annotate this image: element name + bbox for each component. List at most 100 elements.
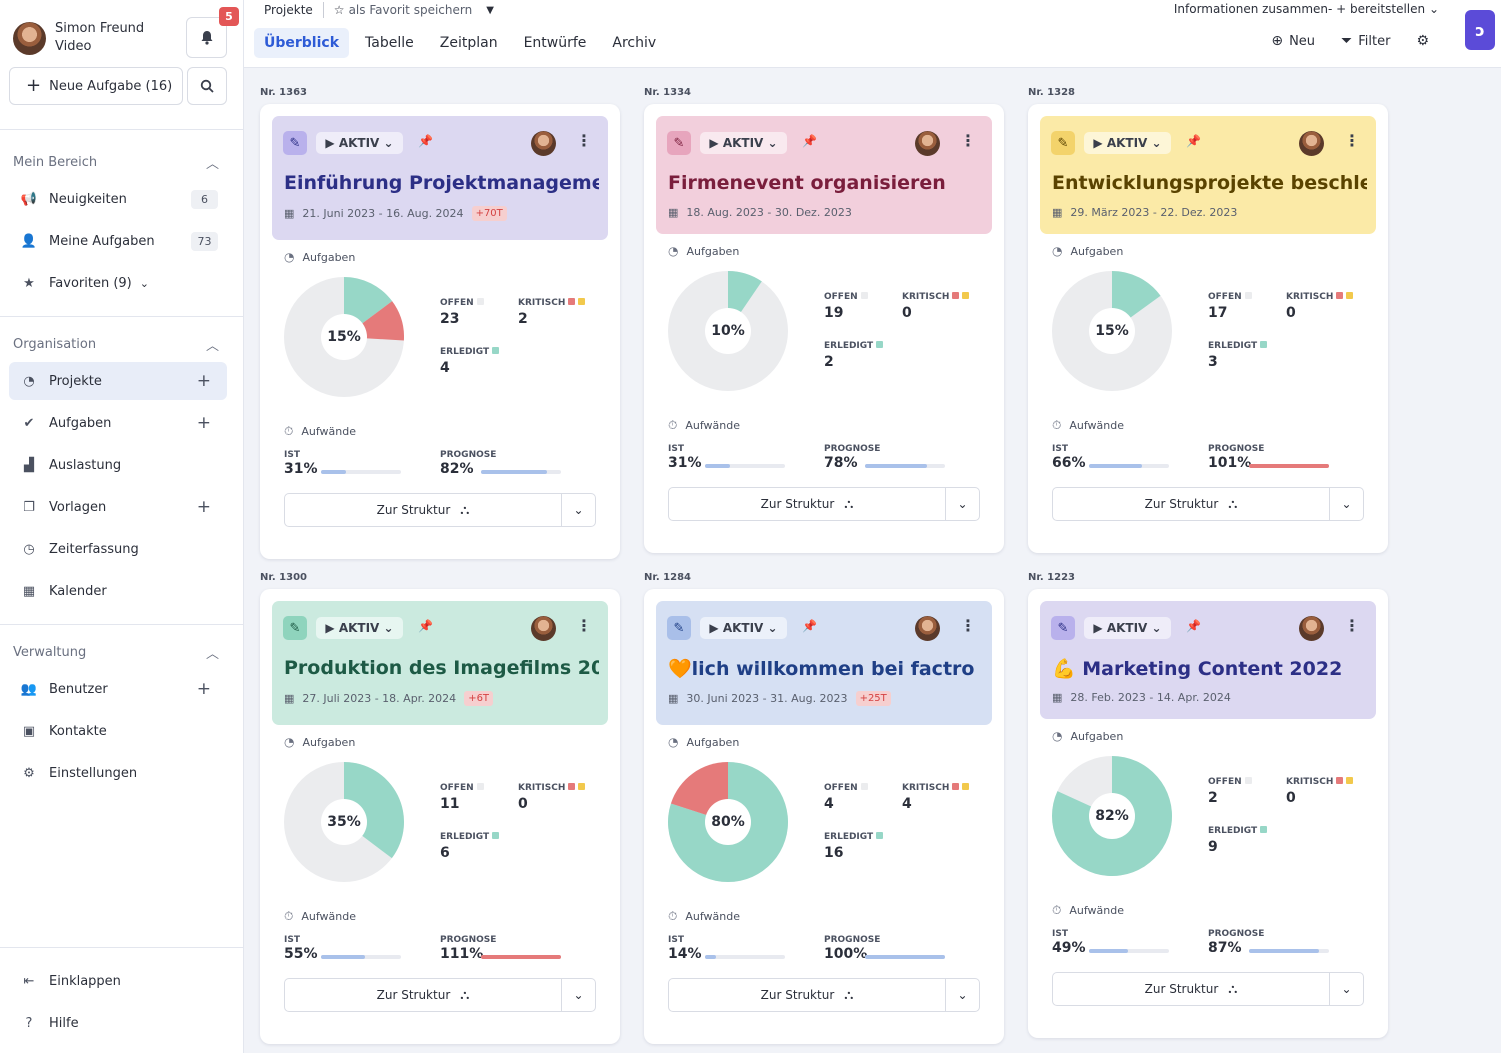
edit-button[interactable]: ✎ — [1051, 616, 1075, 640]
structure-button[interactable]: Zur Struktur ⛬ — [1053, 973, 1330, 1005]
project-title[interactable]: Entwicklungsprojekte beschle... — [1052, 172, 1367, 194]
calendar-icon: ▦ — [668, 692, 679, 705]
structure-dropdown-button[interactable]: ⌄ — [946, 979, 979, 1011]
effort-section-label: ⏱ Aufwände — [1052, 903, 1125, 917]
user-profile[interactable]: Simon Freund Video — [13, 20, 144, 56]
project-title[interactable]: 🧡lich willkommen bei factro — [668, 658, 975, 680]
tab-tabelle[interactable]: Tabelle — [365, 35, 414, 51]
status-dropdown[interactable]: ▶ AKTIV ⌄ — [316, 132, 403, 154]
new-task-button[interactable]: + Neue Aufgabe (16) — [9, 67, 183, 105]
sidebar-item-einstellungen[interactable]: ⚙ Einstellungen — [9, 754, 227, 792]
chevron-down-icon[interactable]: ▼ — [486, 4, 494, 16]
structure-dropdown-button[interactable]: ⌄ — [946, 488, 979, 520]
sidebar-item-zeiterfassung[interactable]: ◷ Zeiterfassung — [9, 530, 227, 568]
filter-button[interactable]: ⏷ Filter — [1341, 33, 1391, 49]
project-card[interactable]: ✎ ▶ AKTIV ⌄ 📌 ⋮ 🧡lich willkommen bei fac… — [644, 589, 1004, 1044]
project-card[interactable]: ✎ ▶ AKTIV ⌄ 📌 ⋮ Entwicklungsprojekte bes… — [1028, 104, 1388, 553]
pin-icon[interactable]: 📌 — [1186, 619, 1201, 633]
tab-zeitplan[interactable]: Zeitplan — [439, 35, 498, 51]
sidebar-item-kalender[interactable]: ▦ Kalender — [22, 583, 107, 599]
structure-button[interactable]: Zur Struktur ⛬ — [1053, 488, 1330, 520]
pin-icon[interactable]: 📌 — [1186, 134, 1201, 148]
sidebar-item-aufgaben[interactable]: ✔ Aufgaben + — [9, 404, 227, 442]
avatar[interactable] — [531, 616, 556, 641]
structure-button[interactable]: Zur Struktur ⛬ — [669, 488, 946, 520]
edit-button[interactable]: ✎ — [667, 616, 691, 640]
more-menu-button[interactable]: ⋮ — [1344, 616, 1360, 635]
settings-button[interactable]: ⚙ — [1416, 33, 1435, 49]
pin-icon[interactable]: 📌 — [802, 134, 817, 148]
status-dropdown[interactable]: ▶ AKTIV ⌄ — [1084, 617, 1171, 639]
status-dropdown[interactable]: ▶ AKTIV ⌄ — [1084, 132, 1171, 154]
project-card[interactable]: ✎ ▶ AKTIV ⌄ 📌 ⋮ Einführung Projektmanage… — [260, 104, 620, 559]
tab-ueberblick[interactable]: Überblick — [254, 28, 350, 58]
avatar[interactable] — [1299, 131, 1324, 156]
star-outline-icon[interactable]: ☆ — [333, 3, 345, 17]
edit-button[interactable]: ✎ — [283, 616, 307, 640]
edit-button[interactable]: ✎ — [667, 131, 691, 155]
structure-button[interactable]: Zur Struktur ⛬ — [285, 494, 562, 526]
prognose-label: PROGNOSE — [440, 935, 497, 945]
info-select-dropdown[interactable]: Informationen zusammen- + bereitstellen … — [1173, 2, 1439, 16]
pie-chart-icon: ◔ — [23, 373, 35, 389]
status-dropdown[interactable]: ▶ AKTIV ⌄ — [700, 617, 787, 639]
structure-dropdown-button[interactable]: ⌄ — [562, 494, 595, 526]
user-team: Video — [55, 39, 92, 54]
add-template-button[interactable]: + — [196, 497, 211, 517]
more-menu-button[interactable]: ⋮ — [960, 616, 976, 635]
avatar[interactable] — [1299, 616, 1324, 641]
project-card[interactable]: ✎ ▶ AKTIV ⌄ 📌 ⋮ 💪 Marketing Content 2022… — [1028, 589, 1388, 1038]
project-card[interactable]: ✎ ▶ AKTIV ⌄ 📌 ⋮ Firmenevent organisieren… — [644, 104, 1004, 553]
new-button[interactable]: ⊕ Neu — [1271, 33, 1316, 49]
tab-entwuerfe[interactable]: Entwürfe — [523, 35, 587, 51]
more-menu-button[interactable]: ⋮ — [960, 131, 976, 150]
notifications-button[interactable] — [186, 17, 227, 58]
project-title[interactable]: Firmenevent organisieren — [668, 172, 946, 194]
sidebar-item-kontakte[interactable]: ▣ Kontakte — [22, 723, 107, 739]
sidebar-item-vorlagen[interactable]: ❐ Vorlagen + — [9, 488, 227, 526]
play-icon: ▶ — [1093, 621, 1107, 635]
avatar[interactable] — [915, 616, 940, 641]
section-mein-bereich[interactable]: Mein Bereich ︿ — [13, 155, 219, 172]
avatar[interactable] — [915, 131, 940, 156]
project-title[interactable]: Produktion des Imagefilms 2023 — [284, 657, 599, 679]
pin-icon[interactable]: 📌 — [418, 134, 433, 148]
add-user-button[interactable]: + — [196, 679, 211, 699]
save-favorite-button[interactable]: als Favorit speichern — [348, 3, 473, 17]
pin-icon[interactable]: 📌 — [418, 619, 433, 633]
add-task-button[interactable]: + — [196, 413, 211, 433]
structure-button[interactable]: Zur Struktur ⛬ — [285, 979, 562, 1011]
sidebar-item-hilfe[interactable]: ? Hilfe — [9, 1004, 227, 1042]
structure-dropdown-button[interactable]: ⌄ — [1330, 973, 1363, 1005]
section-organisation[interactable]: Organisation ︿ — [13, 337, 219, 354]
sidebar-item-neuigkeiten[interactable]: 📢 Neuigkeiten 6 — [9, 180, 227, 218]
project-title[interactable]: 💪 Marketing Content 2022 — [1052, 658, 1343, 680]
section-verwaltung[interactable]: Verwaltung ︿ — [13, 645, 219, 662]
structure-button[interactable]: Zur Struktur ⛬ — [669, 979, 946, 1011]
sidebar-item-einklappen[interactable]: ⇤ Einklappen — [9, 962, 227, 1000]
sidebar-item-benutzer[interactable]: 👥 Benutzer + — [20, 679, 211, 699]
more-menu-button[interactable]: ⋮ — [576, 131, 592, 150]
project-card[interactable]: ✎ ▶ AKTIV ⌄ 📌 ⋮ Produktion des Imagefilm… — [260, 589, 620, 1044]
edit-button[interactable]: ✎ — [283, 131, 307, 155]
avatar[interactable] — [531, 131, 556, 156]
status-dropdown[interactable]: ▶ AKTIV ⌄ — [316, 617, 403, 639]
structure-dropdown-button[interactable]: ⌄ — [1330, 488, 1363, 520]
more-menu-button[interactable]: ⋮ — [1344, 131, 1360, 150]
status-dropdown[interactable]: ▶ AKTIV ⌄ — [700, 132, 787, 154]
sidebar-divider — [0, 947, 244, 948]
sidebar-item-favoriten[interactable]: ★ Favoriten (9) ⌄ — [9, 264, 227, 302]
sidebar-item-projekte[interactable]: ◔ Projekte + — [9, 362, 227, 400]
breadcrumb-projekte[interactable]: Projekte — [264, 3, 313, 17]
tab-archiv[interactable]: Archiv — [612, 35, 657, 51]
app-logo[interactable]: ↄ — [1465, 10, 1495, 50]
pin-icon[interactable]: 📌 — [802, 619, 817, 633]
more-menu-button[interactable]: ⋮ — [576, 616, 592, 635]
edit-button[interactable]: ✎ — [1051, 131, 1075, 155]
structure-dropdown-button[interactable]: ⌄ — [562, 979, 595, 1011]
project-title[interactable]: Einführung Projektmanagemen... — [284, 172, 599, 194]
add-project-button[interactable]: + — [196, 371, 211, 391]
sidebar-item-meine-aufgaben[interactable]: 👤 Meine Aufgaben 73 — [9, 222, 227, 260]
sidebar-item-auslastung[interactable]: ▟ Auslastung — [9, 446, 227, 484]
search-button[interactable] — [187, 67, 227, 105]
